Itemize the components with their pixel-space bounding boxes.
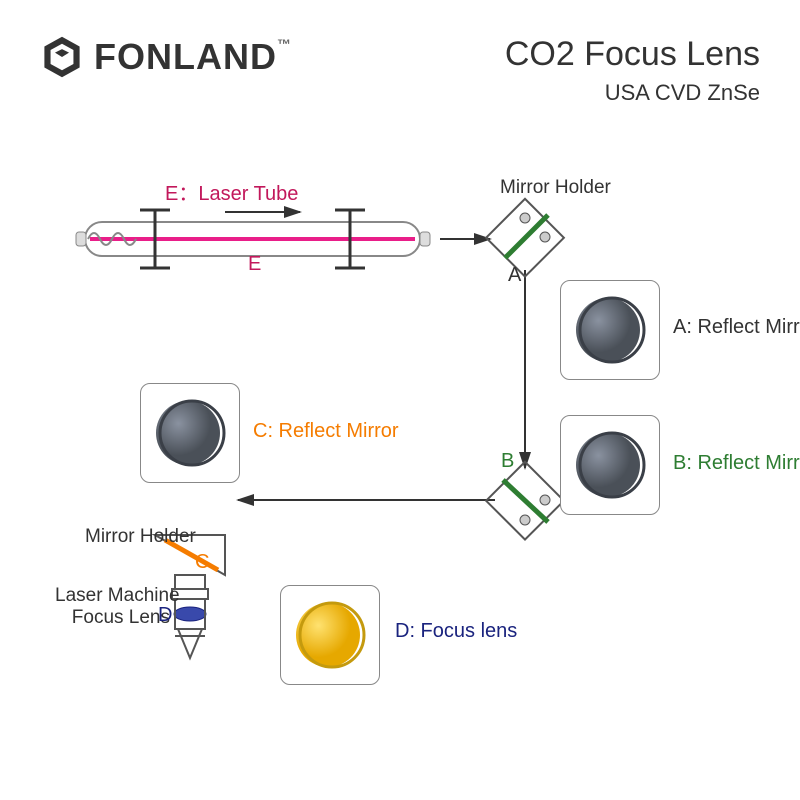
mirror-c-text: C: Reflect Mirror [253, 420, 399, 443]
mirror-box-c [140, 383, 240, 483]
laser-tube-letter: E [248, 253, 261, 276]
letter-a: A [508, 264, 521, 287]
focus-lens-label: Laser Machine Focus Lens [55, 585, 170, 629]
mirror-box-a [560, 280, 660, 380]
mirror-b-text: B: Reflect Mirror [673, 452, 800, 475]
lens-box-d [280, 585, 380, 685]
mirror-holder-a [486, 199, 564, 277]
laser-path-diagram [0, 0, 800, 800]
mirror-box-b [560, 415, 660, 515]
laser-tube-label: E：Laser Tube [165, 177, 298, 206]
letter-b: B [501, 450, 514, 473]
mirror-a-text: A: Reflect Mirror [673, 316, 800, 339]
mirror-holder-b [486, 462, 564, 540]
letter-c: C [195, 551, 209, 574]
mirror-holder-a-label: Mirror Holder [500, 177, 611, 199]
letter-d: D [158, 604, 172, 627]
mirror-holder-c-label: Mirror Holder [85, 526, 196, 548]
lens-d-text: D: Focus lens [395, 620, 517, 643]
